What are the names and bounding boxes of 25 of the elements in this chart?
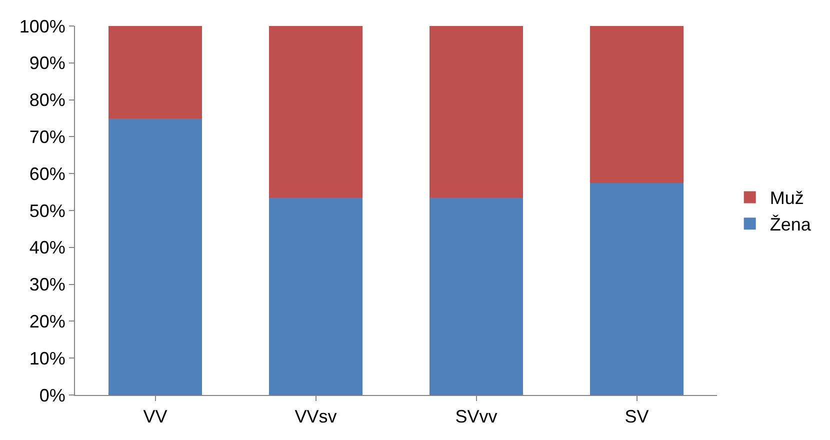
legend-label: Muž (770, 188, 804, 208)
bar (430, 198, 523, 395)
bar (108, 118, 202, 395)
y-tick-label: 0% (39, 385, 66, 406)
y-tick-label: 20% (29, 312, 66, 332)
y-tick-label: 100% (19, 16, 66, 36)
y-tick-label: 30% (29, 274, 66, 295)
legend-label: Žena (770, 214, 812, 235)
bar (269, 26, 362, 198)
x-tick-label: VV (143, 406, 168, 427)
y-tick-label: 40% (29, 238, 66, 258)
x-tick-label: SVvv (455, 406, 498, 427)
bar (269, 198, 362, 395)
x-tick-label: VVsv (294, 406, 337, 427)
y-tick-label: 70% (29, 127, 66, 147)
y-tick-label: 50% (29, 200, 66, 221)
y-tick-label: 90% (29, 53, 66, 74)
y-tick-label: 60% (29, 164, 66, 184)
y-tick-label: 80% (29, 90, 66, 110)
bar (590, 26, 684, 183)
y-tick-label: 10% (29, 348, 66, 368)
bar (590, 182, 684, 395)
x-tick-label: SV (624, 406, 649, 427)
bar (108, 26, 202, 118)
bar (430, 26, 523, 198)
